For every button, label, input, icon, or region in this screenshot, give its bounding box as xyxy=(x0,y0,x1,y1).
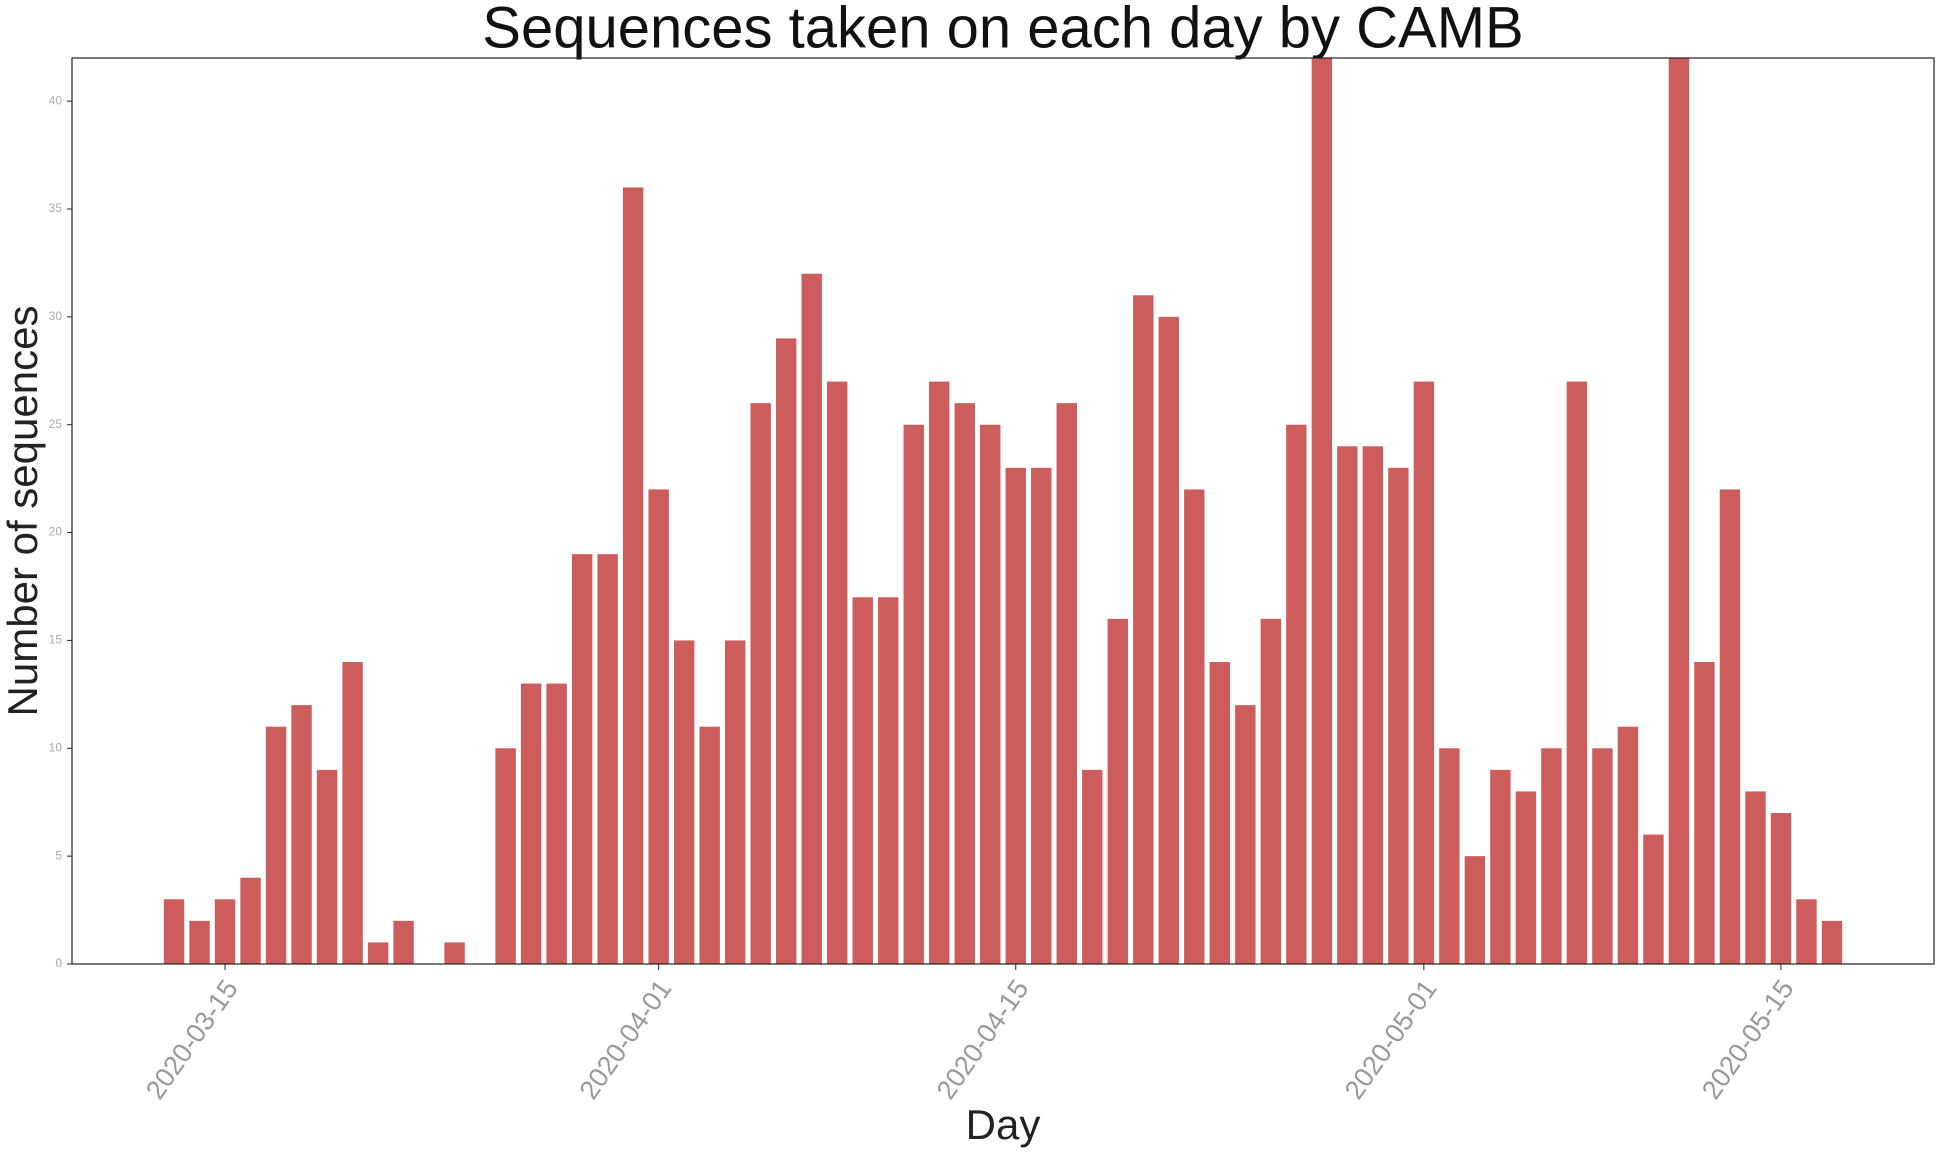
bar xyxy=(1821,920,1843,964)
bar xyxy=(801,273,822,964)
bar xyxy=(1184,489,1205,964)
bar xyxy=(954,403,975,964)
bar xyxy=(240,877,261,964)
y-tick-label: 20 xyxy=(49,525,63,539)
bar xyxy=(1260,618,1282,964)
bar xyxy=(648,489,669,964)
bar xyxy=(495,748,516,964)
plot-frame xyxy=(71,57,1935,965)
bar xyxy=(724,640,746,964)
bar xyxy=(852,597,873,964)
x-tick-label: 2020-03-15 xyxy=(140,974,244,1104)
bar xyxy=(1719,489,1741,964)
bar xyxy=(1082,769,1103,964)
bar xyxy=(393,920,414,964)
bar xyxy=(1362,446,1384,964)
x-tick-label: 2020-04-01 xyxy=(574,974,678,1104)
bar xyxy=(903,424,924,964)
bar xyxy=(1031,467,1052,964)
x-axis-label: Day xyxy=(966,1101,1041,1148)
bar xyxy=(699,726,720,964)
bar xyxy=(1668,58,1690,964)
y-tick-label: 25 xyxy=(49,417,63,431)
bar xyxy=(775,338,797,964)
bar xyxy=(1643,834,1664,964)
bar xyxy=(1490,769,1511,964)
bar xyxy=(1592,748,1613,964)
bar xyxy=(1337,446,1358,964)
bar xyxy=(878,597,899,964)
bar xyxy=(1617,726,1639,964)
bar xyxy=(622,187,644,964)
y-tick-label: 35 xyxy=(49,201,63,215)
bar xyxy=(1515,791,1537,964)
bar xyxy=(1107,618,1128,964)
bar xyxy=(1209,662,1231,964)
bar xyxy=(750,403,771,964)
y-tick-label: 15 xyxy=(49,633,63,647)
bar xyxy=(342,662,363,964)
bar xyxy=(1770,813,1792,964)
bar xyxy=(1745,791,1766,964)
x-tick-label: 2020-04-15 xyxy=(931,974,1035,1104)
bar xyxy=(163,899,185,964)
y-tick-label: 5 xyxy=(55,848,62,862)
y-tick-label: 40 xyxy=(49,93,63,107)
bar xyxy=(1796,899,1817,964)
bar xyxy=(316,769,338,964)
bar xyxy=(1694,662,1715,964)
bar xyxy=(291,705,312,964)
bar xyxy=(1311,58,1333,964)
bar xyxy=(1439,748,1460,964)
y-tick-label: 10 xyxy=(49,740,63,754)
bar xyxy=(1286,424,1307,964)
bar xyxy=(214,899,236,964)
bar xyxy=(1235,705,1256,964)
bar xyxy=(1413,381,1435,964)
x-tick-label: 2020-05-15 xyxy=(1696,974,1800,1104)
bar xyxy=(1566,381,1588,964)
bar xyxy=(1056,403,1077,964)
bar xyxy=(1133,295,1154,964)
bar xyxy=(367,942,389,964)
bar xyxy=(546,683,567,964)
bar xyxy=(827,381,848,964)
bar xyxy=(265,726,287,964)
chart-title: Sequences taken on each day by CAMB xyxy=(482,0,1523,60)
x-tick-label: 2020-05-01 xyxy=(1339,974,1443,1104)
bar xyxy=(980,424,1001,964)
bar xyxy=(1464,856,1486,964)
y-tick-label: 30 xyxy=(49,309,63,323)
bar xyxy=(597,554,618,964)
bar xyxy=(1005,467,1026,964)
bar xyxy=(929,381,950,964)
bar xyxy=(1541,748,1562,964)
bar xyxy=(673,640,695,964)
bar xyxy=(189,920,210,964)
bar xyxy=(571,554,593,964)
bars xyxy=(163,58,1843,964)
bar xyxy=(1388,467,1409,964)
y-tick-label: 0 xyxy=(55,956,62,970)
bar xyxy=(1158,316,1179,964)
bar xyxy=(520,683,542,964)
y-axis-label: Number of sequences xyxy=(0,306,46,717)
bar xyxy=(444,942,465,964)
